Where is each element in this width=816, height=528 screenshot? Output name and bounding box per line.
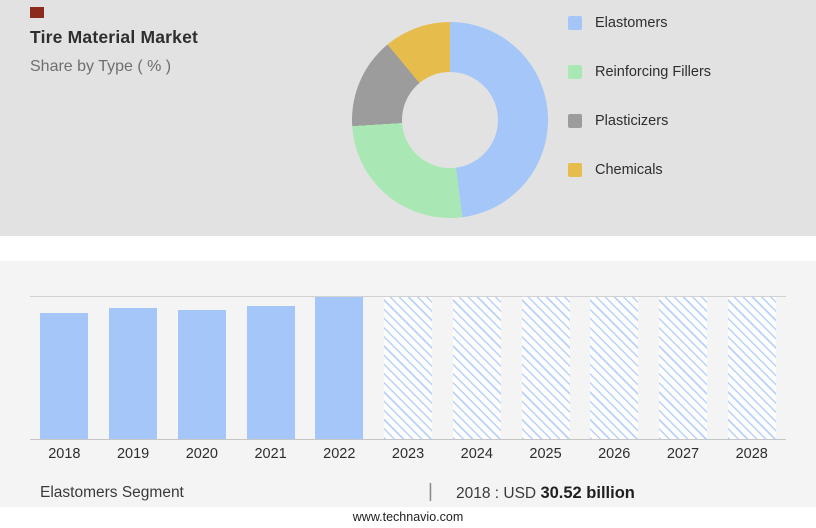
legend-item: Elastomers: [568, 14, 711, 32]
bar-slot: [236, 297, 305, 439]
year-label: 2025: [529, 446, 562, 462]
year-label: 2021: [254, 446, 287, 462]
header: Tire Material Market Share by Type ( % ): [30, 27, 198, 76]
bar-slot: [374, 297, 443, 439]
bar-slot: [99, 297, 168, 439]
legend-swatch: [568, 65, 582, 79]
bar: [315, 297, 364, 439]
caption-row: Elastomers Segment | 2018 : USD 30.52 bi…: [0, 481, 816, 507]
bar-slot: [442, 297, 511, 439]
forecast-bar: [658, 297, 707, 439]
forecast-bar: [384, 297, 433, 439]
legend-label: Elastomers: [595, 15, 668, 31]
year-label: 2018: [48, 446, 81, 462]
legend: Elastomers Reinforcing Fillers Plasticizer…: [568, 14, 711, 210]
value-prefix: 2018 : USD: [456, 485, 541, 502]
bar: [40, 312, 89, 439]
year-label: 2020: [185, 446, 218, 462]
x-axis-labels: 2018 2019 2020 2021 2022 2023 2024 2025 2026 2027…: [30, 446, 786, 462]
page-subtitle: Share by Type ( % ): [30, 58, 172, 75]
legend-item: Plasticizers: [568, 112, 711, 130]
bar: [109, 308, 158, 439]
bar-slot: [649, 297, 718, 439]
year-label: 2019: [116, 446, 150, 462]
bar-slot: [305, 297, 374, 439]
bar: [246, 305, 295, 439]
segment-label: Elastomers Segment: [40, 484, 184, 501]
bar: [177, 309, 226, 439]
caption-separator: |: [428, 481, 433, 502]
donut-chart: [352, 22, 548, 218]
legend-label: Reinforcing Fillers: [595, 64, 712, 80]
bar-slot: [511, 297, 580, 439]
bar-chart: [30, 296, 786, 440]
value-text: 2018 : USD 30.52 billion: [456, 484, 635, 503]
forecast-bar: [521, 297, 570, 439]
year-label: 2026: [598, 446, 631, 462]
year-label: 2027: [666, 446, 700, 462]
legend-swatch: [568, 163, 582, 177]
value-bold: 30.52 billion: [540, 484, 635, 502]
bar-slot: [717, 297, 786, 439]
bar-slot: [30, 297, 99, 439]
bar-slot: [167, 297, 236, 439]
legend-item: Chemicals: [568, 161, 711, 179]
year-label: 2022: [323, 446, 356, 462]
donut-panel: Tire Material Market Share by Type ( % )…: [0, 0, 816, 236]
bar-chart-panel: 2018 2019 2020 2021 2022 2023 2024 2025 2026 2027…: [0, 261, 816, 507]
legend-item: Reinforcing Fillers: [568, 63, 711, 81]
legend-label: Plasticizers: [595, 113, 669, 129]
forecast-bar: [452, 297, 501, 439]
forecast-bar: [727, 297, 776, 439]
donut-hole: [402, 72, 498, 168]
forecast-bar: [590, 297, 639, 439]
website-footer: www.technavio.com: [352, 510, 464, 524]
logo-mark: [30, 7, 44, 18]
year-label: 2024: [460, 446, 493, 462]
year-label: 2028: [735, 446, 768, 462]
legend-label: Chemicals: [595, 162, 663, 178]
page-title: Tire Material Market: [30, 27, 199, 47]
legend-swatch: [568, 114, 582, 128]
legend-swatch: [568, 16, 582, 30]
year-label: 2023: [391, 446, 425, 462]
bar-slot: [580, 297, 649, 439]
